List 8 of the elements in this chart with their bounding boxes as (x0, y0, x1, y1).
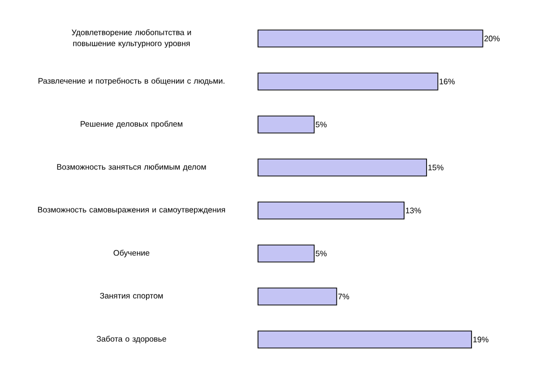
bar (258, 72, 438, 90)
bar (258, 202, 405, 220)
bar (258, 288, 338, 306)
bar (258, 30, 484, 48)
bar (258, 244, 315, 262)
bar (258, 330, 472, 348)
bar (258, 158, 427, 176)
bar (258, 116, 315, 134)
